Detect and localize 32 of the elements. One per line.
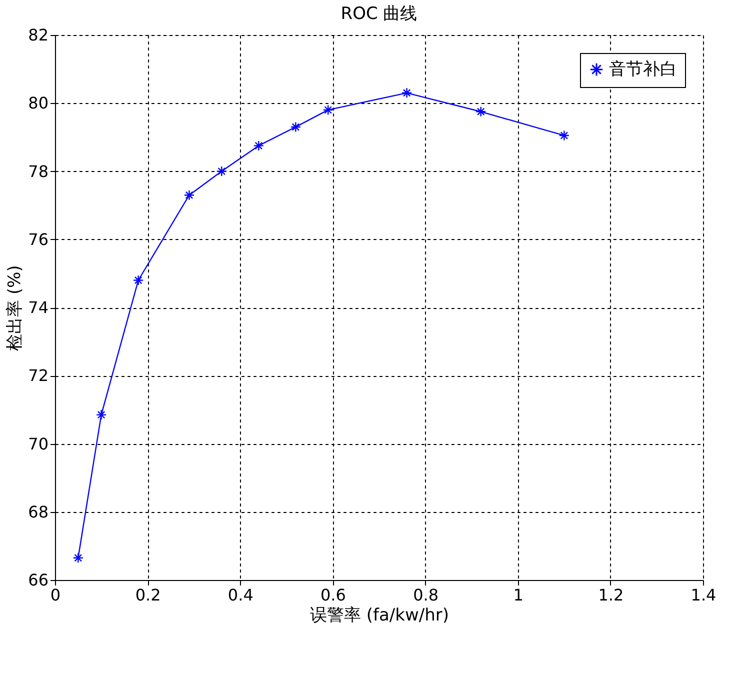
point xyxy=(322,104,334,116)
point xyxy=(475,106,486,117)
point xyxy=(72,552,84,564)
x-axis-title: 误警率 (fa/kw/hr) xyxy=(310,606,450,626)
point xyxy=(558,130,570,141)
point xyxy=(216,166,227,177)
point xyxy=(401,88,412,98)
legend-label: 音节补白 xyxy=(609,60,677,80)
point xyxy=(184,190,195,200)
point xyxy=(132,274,144,286)
y-tick-label: 82 xyxy=(28,26,48,44)
y-tick-label: 76 xyxy=(28,230,48,249)
x-tick-label: 0.8 xyxy=(413,586,439,604)
y-axis-title: 检出率 (%) xyxy=(5,265,26,351)
x-tick-label: 1.4 xyxy=(690,586,716,604)
x-tick-label: 0.6 xyxy=(320,586,346,604)
chart-title: ROC 曲线 xyxy=(340,4,418,24)
y-tick-label: 68 xyxy=(28,502,48,522)
x-tick-label: 1 xyxy=(513,586,524,604)
y-tick-label: 78 xyxy=(28,162,48,181)
x-tick-label: 0 xyxy=(50,586,61,604)
x-tick-label: 0.2 xyxy=(135,586,161,604)
y-tick-label: 70 xyxy=(28,434,48,454)
y-tick-label: 72 xyxy=(28,366,48,386)
y-tick-label: 66 xyxy=(28,570,48,590)
y-tick-label: 74 xyxy=(28,298,48,317)
x-tick-label: 1.2 xyxy=(598,586,624,604)
point xyxy=(253,140,264,152)
y-tick-label: 80 xyxy=(28,94,48,113)
point xyxy=(290,122,302,132)
point xyxy=(96,409,107,420)
x-tick-label: 0.4 xyxy=(228,586,254,604)
